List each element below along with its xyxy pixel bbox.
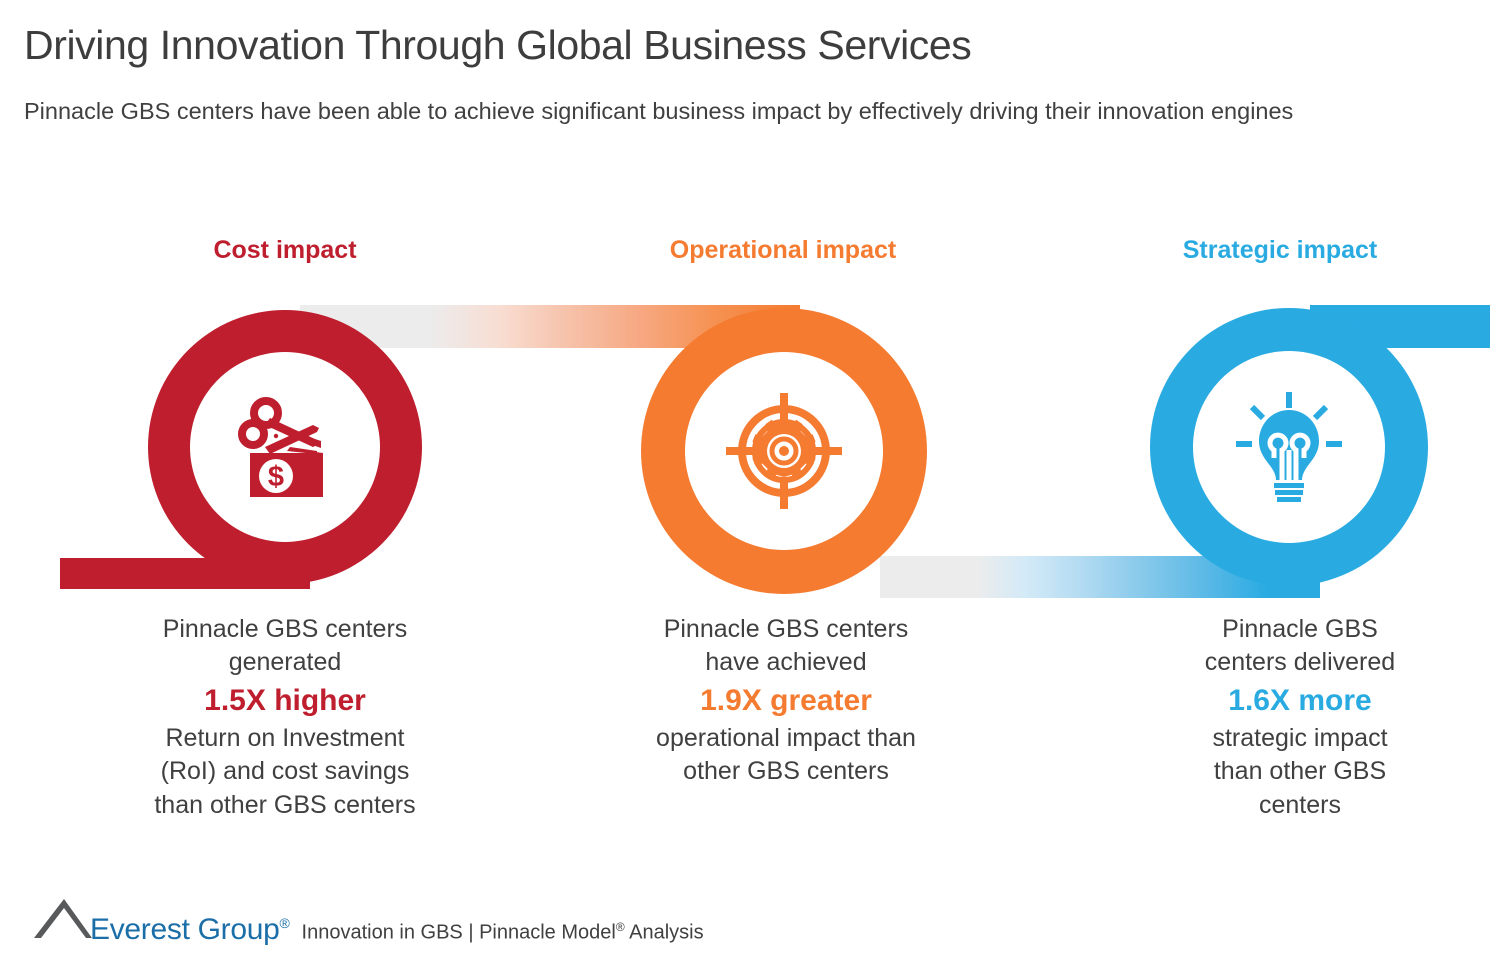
strategic-impact-circle-inner — [1193, 351, 1385, 543]
logo-registered-mark: ® — [279, 915, 290, 931]
caption-line: generated — [228, 648, 342, 677]
column-heading-cost: Cost impact — [213, 236, 357, 264]
strategic-impact-caption: Pinnacle GBS centers delivered 1.6X more… — [1135, 613, 1465, 822]
caption-line: Pinnacle GBS centers — [162, 615, 408, 643]
footer-caption: Innovation in GBS | Pinnacle Model® Anal… — [302, 921, 704, 945]
page-header: Driving Innovation Through Global Busine… — [24, 22, 1444, 129]
caption-line: other GBS centers — [683, 757, 889, 786]
caption-line: centers delivered — [1204, 648, 1396, 677]
caption-line: Pinnacle GBS centers — [663, 615, 909, 643]
column-heading-operational: Operational impact — [669, 236, 897, 264]
caption-line: than other GBS centers — [154, 790, 416, 819]
caption-line: (RoI) and cost savings — [160, 757, 410, 786]
strategic-impact-circle — [1150, 308, 1428, 586]
everest-group-wordmark: Everest Group® — [90, 915, 290, 945]
caption-line: than other GBS — [1213, 757, 1387, 786]
footer-caption-part1: Innovation in GBS | Pinnacle Model — [301, 922, 616, 944]
cost-impact-caption: Pinnacle GBS centers generated 1.5X high… — [60, 613, 510, 822]
page-subtitle: Pinnacle GBS centers have been able to a… — [24, 98, 1294, 125]
target-gear-icon — [722, 389, 846, 513]
caption-line: operational impact than — [656, 724, 916, 753]
caption-line: strategic impact — [1212, 724, 1388, 753]
caption-line: Pinnacle GBS — [1222, 615, 1378, 643]
caption-line: Return on Investment — [165, 724, 405, 753]
strategic-impact-highlight: 1.6X more — [1228, 683, 1372, 717]
footer-caption-part2: Analysis — [624, 922, 704, 944]
column-heading-strategic: Strategic impact — [1182, 236, 1378, 264]
scissors-cutting-money-icon: $ — [229, 391, 341, 503]
operational-impact-highlight: 1.9X greater — [700, 683, 872, 717]
lightbulb-icon — [1230, 388, 1348, 506]
operational-impact-circle-inner — [685, 352, 883, 550]
footer-caption-registered-mark: ® — [615, 920, 625, 935]
logo-name: Everest Group — [90, 913, 280, 946]
operational-impact-circle — [641, 308, 927, 594]
page-title: Driving Innovation Through Global Busine… — [24, 22, 972, 68]
caption-line: have achieved — [705, 648, 867, 677]
everest-group-logo-icon — [34, 894, 92, 945]
cost-impact-highlight: 1.5X higher — [204, 683, 366, 717]
svg-text:$: $ — [268, 461, 284, 493]
operational-impact-caption: Pinnacle GBS centers have achieved 1.9X … — [576, 613, 996, 789]
cost-impact-circle-inner: $ — [190, 352, 380, 542]
cost-impact-circle: $ — [148, 310, 422, 584]
caption-line: centers — [1259, 790, 1341, 819]
footer: Everest Group® Innovation in GBS | Pinna… — [34, 893, 704, 945]
